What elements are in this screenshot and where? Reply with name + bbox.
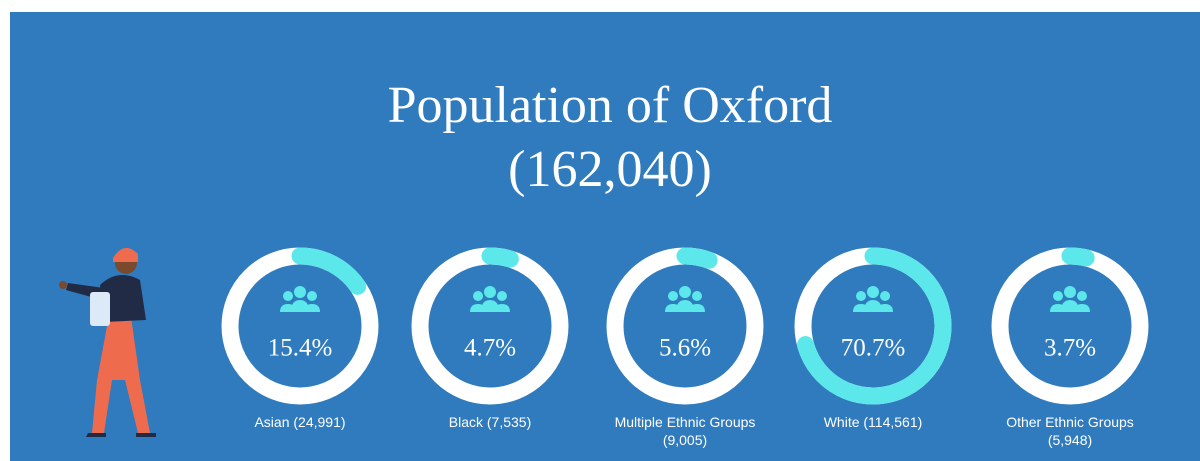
icon-head	[679, 286, 691, 298]
icon-head	[307, 291, 317, 301]
icon-head	[668, 291, 678, 301]
icon-head	[473, 291, 483, 301]
icon-head	[867, 286, 879, 298]
category-label: Black (7,535)	[415, 413, 565, 431]
category-label: Multiple Ethnic Groups (9,005)	[610, 413, 760, 449]
people-icon	[1050, 286, 1090, 312]
ring-track	[420, 256, 560, 396]
value-label: 5.6%	[659, 335, 711, 362]
icon-head	[692, 291, 702, 301]
chart-title: Population of Oxford (162,040)	[300, 74, 920, 202]
icon-head	[283, 291, 293, 301]
icon-body	[291, 300, 309, 312]
icon-head	[497, 291, 507, 301]
person-illustration	[59, 248, 156, 437]
icon-body	[864, 300, 882, 312]
icon-head	[856, 291, 866, 301]
icon-head	[484, 286, 496, 298]
people-icon	[470, 286, 510, 312]
icon-head	[880, 291, 890, 301]
page: 15.4% 4.7% 5.6% 70.7% 3.7% Population of Oxf…	[0, 0, 1200, 461]
ring-track	[615, 256, 755, 396]
value-label: 4.7%	[464, 335, 516, 362]
value-label: 15.4%	[268, 335, 333, 362]
category-label: Asian (24,991)	[225, 413, 375, 431]
category-label: White (114,561)	[798, 413, 948, 431]
people-icon	[853, 286, 893, 312]
icon-head	[294, 286, 306, 298]
category-label: Other Ethnic Groups (5,948)	[995, 413, 1145, 449]
people-icon	[665, 286, 705, 312]
ring-track	[1000, 256, 1140, 396]
icon-body	[676, 300, 694, 312]
value-label: 3.7%	[1044, 335, 1096, 362]
people-icon	[280, 286, 320, 312]
icon-body	[1061, 300, 1079, 312]
icon-body	[481, 300, 499, 312]
value-label: 70.7%	[841, 335, 906, 362]
icon-head	[1064, 286, 1076, 298]
chart: 15.4% 4.7% 5.6% 70.7% 3.7%	[0, 0, 1200, 461]
icon-head	[1077, 291, 1087, 301]
icon-head	[1053, 291, 1063, 301]
